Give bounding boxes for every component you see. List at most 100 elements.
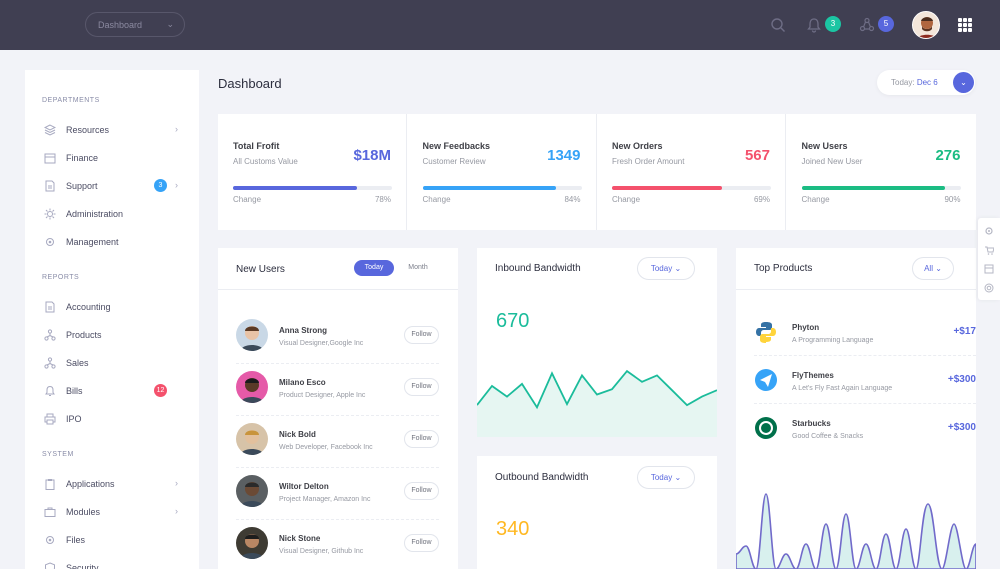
sidebar-item-files[interactable]: Files (25, 530, 199, 550)
sidebar-item-support[interactable]: Support 3 › (25, 176, 199, 196)
product-list-item: FlyThemes A Let's Fly Fast Again Language… (754, 356, 976, 404)
sidebar-section-departments: DEPARTMENTS (42, 97, 100, 104)
follow-button[interactable]: Follow (404, 378, 439, 396)
shield-icon (45, 562, 55, 569)
support-icon[interactable] (984, 283, 994, 293)
chevron-down-icon: ⌄ (674, 473, 682, 482)
top-products-filter-dropdown[interactable]: All ⌄ (912, 257, 954, 280)
user-avatar[interactable] (912, 11, 940, 39)
stat-change-value: 78% (374, 195, 391, 204)
avatar-image (236, 423, 268, 455)
sidebar-item-ipo[interactable]: IPO (25, 409, 199, 429)
tab-today[interactable]: Today (354, 260, 394, 276)
paper-plane-icon (755, 369, 777, 391)
date-picker[interactable]: Today: Dec 6 ⌄ (877, 70, 975, 95)
product-price: +$17 (953, 326, 976, 337)
follow-button[interactable]: Follow (404, 430, 439, 448)
avatar-image (236, 319, 268, 351)
follow-button[interactable]: Follow (404, 482, 439, 500)
user-name: Nick Stone (279, 534, 321, 543)
bell-icon[interactable] (806, 17, 822, 33)
stat-title: New Users (801, 141, 848, 151)
notification-badge: 3 (825, 16, 841, 32)
stats-panel: Total Frofit All Customs Value $18M Change 7… (218, 114, 976, 230)
top-navbar: Dashboard ⌄ 3 5 (0, 0, 1000, 50)
inbound-value: 670 (496, 310, 530, 332)
outbound-filter-label: Today (650, 473, 673, 482)
sidebar-item-label: Modules (66, 507, 101, 517)
sidebar-item-label: Management (66, 237, 119, 247)
layout-icon[interactable] (984, 264, 994, 274)
avatar-image (236, 527, 268, 559)
sidebar-item-bills[interactable]: Bills 12 (25, 381, 199, 401)
avatar (236, 423, 268, 455)
inbound-chart-line (477, 369, 717, 410)
stat-value: 276 (935, 147, 961, 164)
dashboard-dropdown[interactable]: Dashboard ⌄ (85, 12, 185, 37)
sidebar-item-products[interactable]: Products (25, 325, 199, 345)
stat-title: New Feedbacks (422, 141, 491, 151)
chevron-right-icon: › (175, 478, 178, 488)
avatar (236, 475, 268, 507)
sidebar-item-accounting[interactable]: Accounting (25, 297, 199, 317)
new-users-card-header: New Users Today Month (218, 248, 458, 290)
sidebar-item-sales[interactable]: Sales (25, 353, 199, 373)
apps-grid-icon[interactable] (958, 18, 972, 32)
sidebar-item-label: Files (66, 535, 86, 545)
top-products-chart (736, 493, 976, 569)
avatar (236, 527, 268, 559)
sidebar-item-administration[interactable]: Administration (25, 204, 199, 224)
avatar-image (236, 475, 268, 507)
chevron-down-icon: ⌄ (935, 264, 942, 273)
sidebar-item-label: Administration (66, 209, 124, 219)
network-icon (44, 329, 56, 341)
stat-change-label: Change (233, 195, 262, 204)
gear-icon[interactable] (984, 226, 994, 236)
sidebar-item-finance[interactable]: Finance (25, 148, 199, 168)
sidebar-item-label: Applications (66, 479, 115, 489)
cart-icon[interactable] (984, 245, 994, 255)
product-price: +$300 (947, 374, 976, 385)
new-users-title: New Users (236, 264, 285, 275)
clipboard-icon (45, 479, 55, 490)
user-name: Nick Bold (279, 430, 316, 439)
chevron-down-icon[interactable]: ⌄ (953, 72, 974, 93)
top-products-card: Top Products All ⌄ Phyton A Programming L… (736, 248, 976, 569)
stat-change-label: Change (422, 195, 451, 204)
follow-button[interactable]: Follow (404, 326, 439, 344)
outbound-filter-dropdown[interactable]: Today ⌄ (637, 466, 695, 489)
user-avatar-image (913, 12, 939, 38)
tab-month[interactable]: Month (408, 264, 428, 271)
follow-button[interactable]: Follow (404, 534, 439, 552)
sidebar-item-modules[interactable]: Modules › (25, 502, 199, 522)
product-name: FlyThemes (792, 371, 834, 380)
sidebar-item-management[interactable]: Management (25, 232, 199, 252)
sidebar-item-badge: 12 (154, 384, 167, 397)
search-icon[interactable] (770, 17, 786, 33)
sidebar-item-label: Products (66, 330, 102, 340)
stat-subtitle: Joined New User (801, 157, 863, 166)
sidebar-item-resources[interactable]: Resources › (25, 120, 199, 140)
stat-progress-fill (233, 186, 358, 190)
python-logo-icon (756, 322, 776, 343)
top-products-card-header: Top Products All ⌄ (736, 248, 976, 290)
top-products-title: Top Products (754, 263, 813, 274)
side-toolbar (978, 218, 1000, 300)
new-users-card: New Users Today Month Anna Strong Visual … (218, 248, 458, 569)
stat-progress-track (801, 186, 961, 190)
inbound-chart-area (477, 371, 717, 437)
share-icon[interactable] (859, 17, 875, 33)
chevron-down-icon: ⌄ (166, 19, 174, 29)
sidebar-item-applications[interactable]: Applications › (25, 474, 199, 494)
user-name: Milano Esco (279, 378, 326, 387)
inbound-filter-dropdown[interactable]: Today ⌄ (637, 257, 695, 280)
stat-progress-fill (801, 186, 945, 190)
chevron-down-icon: ⌄ (674, 264, 682, 273)
page-title: Dashboard (218, 76, 282, 91)
chevron-right-icon: › (175, 180, 178, 190)
sidebar-item-security[interactable]: Security (25, 558, 199, 569)
stat-change-value: 90% (944, 195, 961, 204)
inbound-chart (477, 369, 717, 437)
sidebar-item-label: Bills (66, 386, 83, 396)
gear-icon (46, 238, 54, 246)
